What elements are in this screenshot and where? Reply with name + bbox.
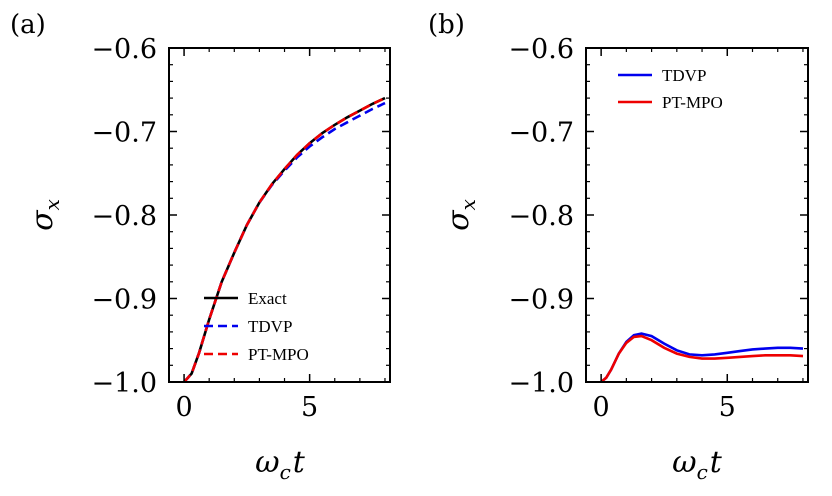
- series-line-exact: [183, 96, 386, 383]
- x-axis-label-sub: c: [280, 460, 291, 484]
- y-axis-label: σx: [441, 199, 480, 231]
- y-tick-label: −0.6: [508, 34, 574, 65]
- y-tick-label: −0.9: [91, 285, 157, 316]
- x-axis-label-main: ω: [672, 445, 696, 480]
- y-axis-label-sub: x: [40, 199, 64, 210]
- y-axis-label-main: σ: [25, 209, 60, 231]
- x-tick-label: 0: [175, 392, 192, 423]
- x-tick-label: 5: [719, 392, 736, 423]
- legend-label-tdvp: TDVP: [662, 66, 706, 85]
- series-line-pt-mpo: [600, 334, 804, 384]
- y-tick-label: −0.9: [508, 285, 574, 316]
- x-tick-label: 5: [301, 392, 318, 423]
- legend-label-pt-mpo: PT-MPO: [248, 345, 309, 364]
- x-axis-label-suffix: t: [710, 445, 723, 480]
- y-tick-label: −0.7: [508, 118, 574, 149]
- x-axis-label-suffix: t: [293, 445, 306, 480]
- x-axis-label-main: ω: [255, 445, 279, 480]
- x-axis-label-sub: c: [697, 460, 708, 484]
- series-line-tdvp: [183, 101, 386, 383]
- y-tick-label: −0.8: [91, 201, 157, 232]
- y-tick-label: −1.0: [91, 368, 157, 399]
- y-axis-label-main: σ: [441, 209, 476, 231]
- y-tick-label: −0.6: [91, 34, 157, 65]
- y-axis-label-sub: x: [456, 199, 480, 210]
- x-axis-label: ωct: [255, 445, 306, 484]
- series-line-pt-mpo: [183, 96, 386, 383]
- panel-a-label: (a): [10, 10, 46, 40]
- x-axis-label: ωct: [672, 445, 723, 484]
- legend-label-tdvp: TDVP: [248, 317, 292, 336]
- legend-label-pt-mpo: PT-MPO: [662, 93, 723, 112]
- chart-panel-b: 0 5 −1.0 −0.9 −0.8 −0.7 −0.6 ωct σx TDVP PT-MPO: [441, 34, 809, 484]
- panel-b-label: (b): [428, 10, 465, 40]
- x-tick-label: 0: [593, 392, 610, 423]
- y-tick-label: −0.8: [508, 201, 574, 232]
- legend-label-exact: Exact: [248, 289, 287, 308]
- y-tick-label: −0.7: [91, 118, 157, 149]
- chart-panel-a: 0 5 −1.0 −0.9 −0.8 −0.7 −0.6 ωct σx Exact TDVP PT-M…: [25, 34, 391, 484]
- y-axis-label: σx: [25, 199, 64, 231]
- y-tick-label: −1.0: [508, 368, 574, 399]
